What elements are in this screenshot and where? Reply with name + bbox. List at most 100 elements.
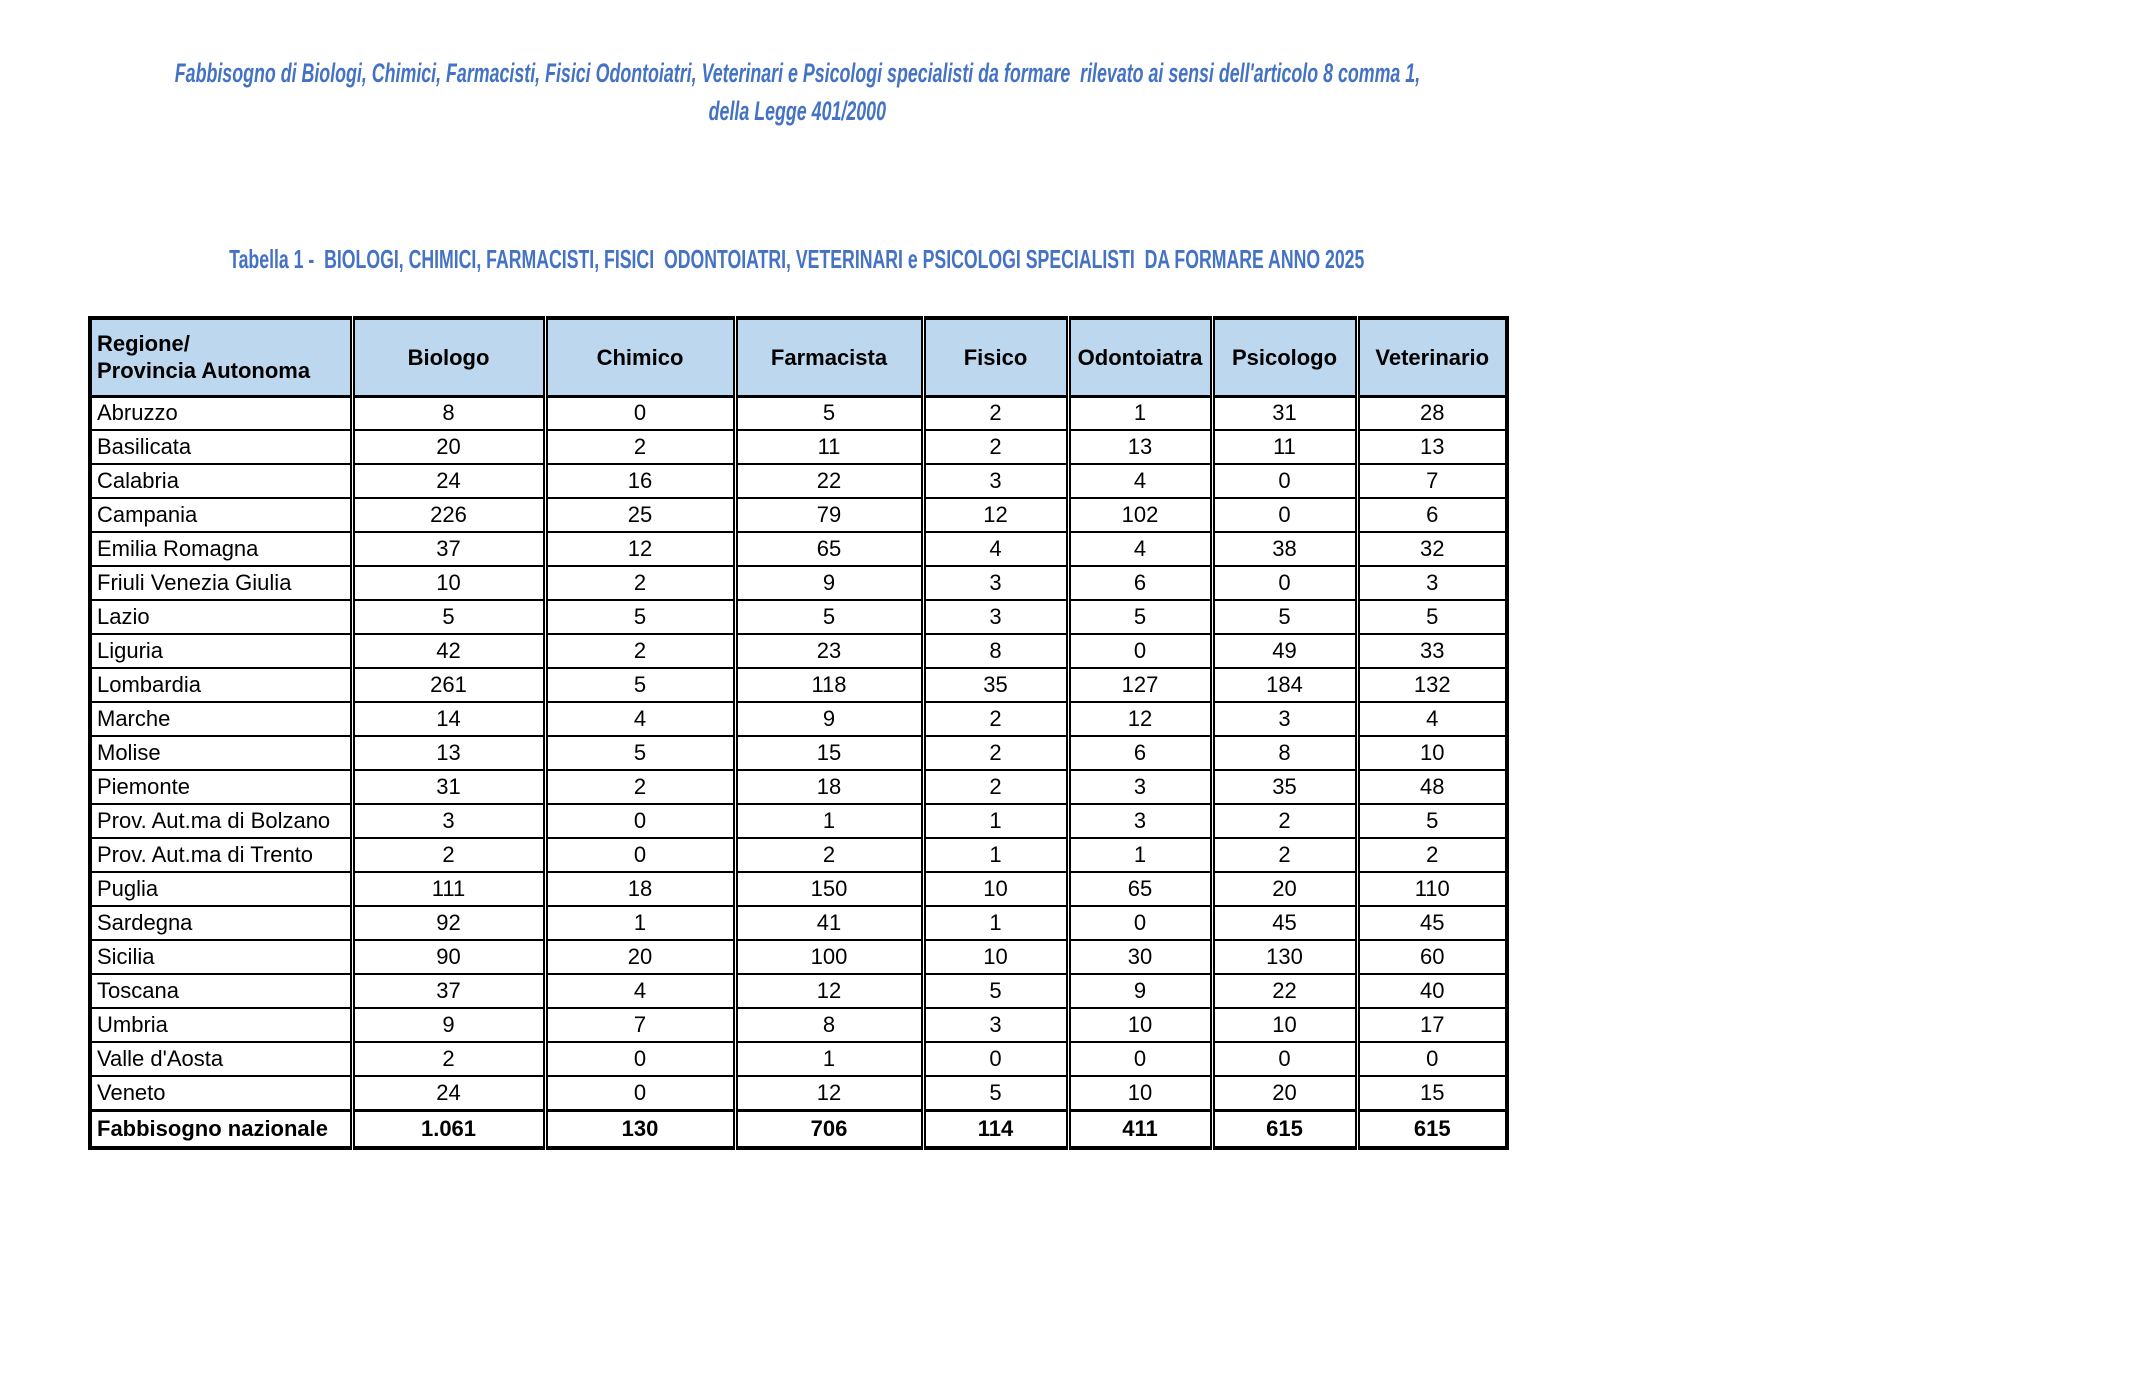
value-cell: 3 <box>920 1007 1071 1043</box>
region-cell: Lazio <box>88 599 355 635</box>
value-cell: 48 <box>1354 769 1509 805</box>
column-header-regione-line1: Regione/ <box>97 331 190 357</box>
value-cell: 17 <box>1354 1007 1509 1043</box>
value-cell: 11 <box>732 429 926 465</box>
value-cell: 9 <box>1065 973 1215 1009</box>
region-cell: Basilicata <box>88 429 355 465</box>
value-cell: 3 <box>1065 769 1215 805</box>
total-value-cell: 615 <box>1354 1108 1509 1150</box>
value-cell: 110 <box>1354 871 1509 907</box>
value-cell: 2 <box>920 395 1071 431</box>
value-cell: 37 <box>349 973 548 1009</box>
value-cell: 65 <box>1065 871 1215 907</box>
table-row: Prov. Aut.ma di Trento 2 0 2 1 1 2 2 <box>88 837 1509 873</box>
table-row: Puglia 111 18 150 10 65 20 110 <box>88 871 1509 907</box>
value-cell: 6 <box>1354 497 1509 533</box>
value-cell: 65 <box>732 531 926 567</box>
value-cell: 10 <box>1065 1007 1215 1043</box>
value-cell: 5 <box>1209 599 1360 635</box>
value-cell: 20 <box>542 939 738 975</box>
value-cell: 150 <box>732 871 926 907</box>
value-cell: 2 <box>542 769 738 805</box>
value-cell: 31 <box>349 769 548 805</box>
value-cell: 0 <box>920 1041 1071 1077</box>
region-cell: Campania <box>88 497 355 533</box>
value-cell: 0 <box>542 837 738 873</box>
value-cell: 35 <box>920 667 1071 703</box>
total-value-cell: 411 <box>1065 1108 1215 1150</box>
value-cell: 9 <box>732 701 926 737</box>
value-cell: 6 <box>1065 565 1215 601</box>
value-cell: 5 <box>732 395 926 431</box>
region-cell: Marche <box>88 701 355 737</box>
value-cell: 2 <box>1354 837 1509 873</box>
table-row: Emilia Romagna 37 12 65 4 4 38 32 <box>88 531 1509 567</box>
value-cell: 0 <box>542 395 738 431</box>
value-cell: 8 <box>1209 735 1360 771</box>
value-cell: 5 <box>542 735 738 771</box>
value-cell: 38 <box>1209 531 1360 567</box>
table-caption: Tabella 1 - BIOLOGI, CHIMICI, FARMACISTI… <box>88 242 1506 276</box>
value-cell: 111 <box>349 871 548 907</box>
value-cell: 32 <box>1354 531 1509 567</box>
value-cell: 10 <box>349 565 548 601</box>
region-cell: Sardegna <box>88 905 355 941</box>
total-label-cell: Fabbisogno nazionale <box>88 1108 355 1150</box>
value-cell: 45 <box>1354 905 1509 941</box>
value-cell: 0 <box>1209 497 1360 533</box>
value-cell: 0 <box>542 803 738 839</box>
value-cell: 25 <box>542 497 738 533</box>
total-value-cell: 1.061 <box>349 1108 548 1150</box>
value-cell: 1 <box>732 1041 926 1077</box>
region-cell: Umbria <box>88 1007 355 1043</box>
value-cell: 8 <box>920 633 1071 669</box>
document-title-line1: Fabbisogno di Biologi, Chimici, Farmacis… <box>174 58 1420 88</box>
value-cell: 2 <box>920 701 1071 737</box>
table-caption-text: Tabella 1 - BIOLOGI, CHIMICI, FARMACISTI… <box>229 244 1365 274</box>
value-cell: 12 <box>732 1075 926 1111</box>
value-cell: 13 <box>1065 429 1215 465</box>
document-title-line2: della Legge 401/2000 <box>708 96 886 126</box>
table-row: Veneto 24 0 12 5 10 20 15 <box>88 1075 1509 1111</box>
value-cell: 0 <box>542 1041 738 1077</box>
value-cell: 4 <box>1065 531 1215 567</box>
value-cell: 15 <box>1354 1075 1509 1111</box>
value-cell: 60 <box>1354 939 1509 975</box>
value-cell: 14 <box>349 701 548 737</box>
value-cell: 5 <box>349 599 548 635</box>
column-header-regione-line2: Provincia Autonoma <box>97 358 311 384</box>
region-cell: Sicilia <box>88 939 355 975</box>
value-cell: 35 <box>1209 769 1360 805</box>
region-cell: Piemonte <box>88 769 355 805</box>
column-header-veterinario: Veterinario <box>1354 316 1509 398</box>
column-header-regione: Regione/ Provincia Autonoma <box>88 316 355 398</box>
value-cell: 22 <box>732 463 926 499</box>
value-cell: 2 <box>732 837 926 873</box>
region-cell: Toscana <box>88 973 355 1009</box>
value-cell: 2 <box>542 565 738 601</box>
value-cell: 4 <box>542 701 738 737</box>
value-cell: 18 <box>542 871 738 907</box>
table-row: Valle d'Aosta 2 0 1 0 0 0 0 <box>88 1041 1509 1077</box>
value-cell: 90 <box>349 939 548 975</box>
value-cell: 132 <box>1354 667 1509 703</box>
table-body: Abruzzo 8 0 5 2 1 31 28 Basilicata 20 2 11 2 13 11 13 Ca… <box>88 395 1509 1150</box>
table-total-row: Fabbisogno nazionale 1.061 130 706 114 411 615… <box>88 1108 1509 1150</box>
value-cell: 20 <box>1209 1075 1360 1111</box>
region-cell: Friuli Venezia Giulia <box>88 565 355 601</box>
table-row: Abruzzo 8 0 5 2 1 31 28 <box>88 395 1509 431</box>
total-value-cell: 615 <box>1209 1108 1360 1150</box>
value-cell: 15 <box>732 735 926 771</box>
column-header-farmacista: Farmacista <box>732 316 926 398</box>
column-header-odontoiatra: Odontoiatra <box>1065 316 1215 398</box>
value-cell: 4 <box>542 973 738 1009</box>
value-cell: 28 <box>1354 395 1509 431</box>
value-cell: 16 <box>542 463 738 499</box>
value-cell: 33 <box>1354 633 1509 669</box>
table-row: Calabria 24 16 22 3 4 0 7 <box>88 463 1509 499</box>
value-cell: 2 <box>542 633 738 669</box>
table-row: Marche 14 4 9 2 12 3 4 <box>88 701 1509 737</box>
value-cell: 2 <box>349 1041 548 1077</box>
value-cell: 0 <box>1065 633 1215 669</box>
table-row: Piemonte 31 2 18 2 3 35 48 <box>88 769 1509 805</box>
